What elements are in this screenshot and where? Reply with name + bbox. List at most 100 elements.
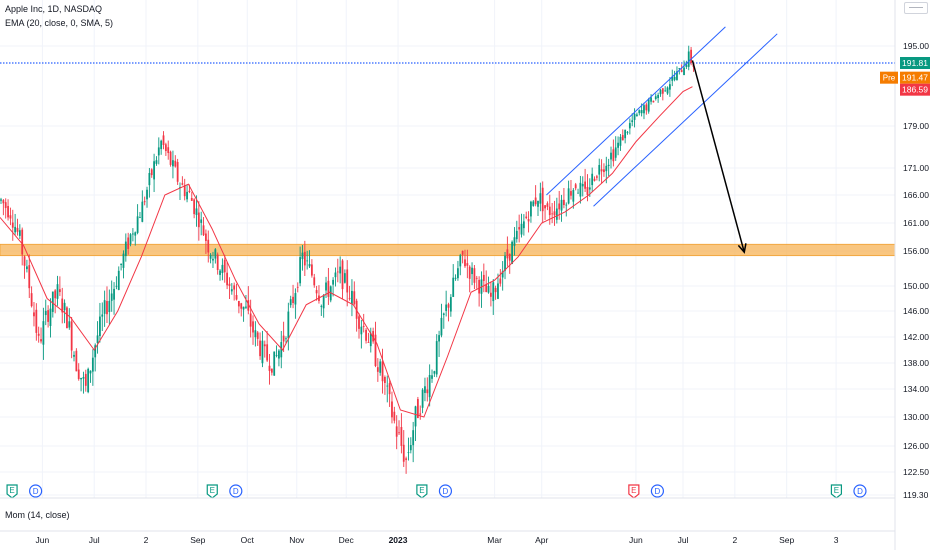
earnings-marker [6, 484, 18, 499]
earnings-marker-text: E [9, 486, 14, 495]
chart-title[interactable]: Apple Inc, 1D, NASDAQ [5, 4, 103, 14]
candle-body [626, 131, 629, 133]
candle-body [668, 84, 671, 90]
candle-body [259, 340, 261, 357]
candle-body [73, 354, 75, 357]
candle-body [167, 147, 170, 154]
candle-body [588, 187, 591, 190]
candle-body [157, 147, 160, 156]
price-tick-label: 161.00 [903, 218, 929, 228]
candle-body [313, 277, 316, 286]
candle-body [84, 373, 87, 386]
earnings-marker [628, 484, 640, 499]
candle-body [489, 292, 492, 297]
candle-body [186, 191, 188, 200]
price-badge-text: 186.59 [902, 85, 928, 95]
candle-body [18, 230, 21, 236]
candle-body [306, 260, 309, 262]
candle-body [494, 287, 497, 293]
candle-body [343, 273, 346, 283]
candle-body [230, 289, 233, 292]
candle-body [683, 67, 685, 76]
candle-body [91, 357, 94, 372]
candle-body [499, 278, 502, 284]
candle-body [690, 49, 692, 63]
candle-body [308, 264, 311, 267]
candle-body [2, 200, 5, 204]
candle-body [362, 325, 365, 327]
candle-body [636, 114, 638, 116]
candle-body [511, 241, 513, 264]
candle-body [334, 272, 337, 278]
candle-body [605, 165, 608, 172]
candle-body [654, 96, 657, 100]
candle-body [643, 105, 645, 114]
scale-toggle-button[interactable] [904, 2, 928, 14]
candle-body [40, 339, 42, 342]
ema-legend[interactable]: EMA (20, close, 0, SMA, 5) [5, 18, 114, 28]
candle-body [134, 232, 137, 236]
candle-body [249, 313, 252, 327]
resistance-zone[interactable] [0, 243, 896, 257]
candle-body [148, 172, 151, 186]
candle-body [341, 260, 344, 290]
candle-body [407, 452, 410, 454]
candle-body [468, 266, 471, 279]
candle-body [600, 169, 603, 172]
candle-body [325, 282, 327, 291]
candle-body [124, 241, 127, 257]
candle-body [515, 230, 518, 240]
candle-body [661, 88, 664, 94]
channel-upper-line[interactable] [546, 26, 726, 196]
candle-body [181, 183, 184, 185]
candle-body [61, 298, 64, 313]
candle-body [473, 268, 476, 283]
time-axis[interactable]: Jun Jul 2 Sep Oct Nov Dec 2023 Mar Apr Jun Jul 2 Sep 3 [36, 535, 839, 545]
candle-body [320, 305, 323, 307]
candle-body [452, 277, 455, 297]
candle-body [160, 140, 163, 150]
candle-body [226, 272, 229, 286]
dividend-marker-text: D [655, 487, 661, 496]
candle-body [332, 279, 334, 285]
event-markers[interactable]: EDEDEDEDEDE [6, 484, 932, 499]
candle-body [612, 149, 615, 162]
candle-body [106, 301, 108, 315]
projection-arrow[interactable] [691, 60, 747, 254]
candle-body [96, 335, 99, 343]
price-tick-label: 142.00 [903, 332, 929, 342]
candle-body [504, 255, 506, 271]
candle-body [94, 345, 97, 358]
candle-body [207, 239, 210, 253]
candle-body [188, 190, 191, 192]
candle-body [558, 203, 561, 210]
price-axis[interactable]: 195.00 179.00 171.00 166.00 161.00 156.00 150.… [903, 41, 929, 500]
price-tick-label: 171.00 [903, 163, 929, 173]
candle-body [275, 354, 278, 356]
candle-body [532, 201, 535, 206]
candle-body [360, 326, 363, 335]
earnings-marker-text: E [834, 486, 839, 495]
time-tick-label: Sep [779, 535, 794, 545]
momentum-legend[interactable]: Mom (14, close) [5, 510, 70, 520]
candle-body [254, 330, 257, 338]
candle-body [640, 110, 643, 114]
candle-body [466, 263, 469, 266]
candle-body [388, 383, 391, 395]
price-tick-label: 119.30 [903, 490, 929, 500]
candle-body [525, 216, 528, 219]
candle-body [374, 334, 377, 367]
candle-body [678, 67, 681, 69]
candle-body [7, 206, 9, 218]
candle-body [372, 331, 375, 342]
candle-body [200, 219, 203, 223]
candle-body [666, 87, 669, 94]
channel-lower-line[interactable] [593, 33, 778, 207]
candle-body [75, 350, 78, 372]
candle-body [87, 368, 90, 393]
candle-body [384, 376, 386, 383]
candle-body [513, 237, 516, 246]
candle-body [162, 135, 165, 145]
candle-body [214, 249, 217, 259]
